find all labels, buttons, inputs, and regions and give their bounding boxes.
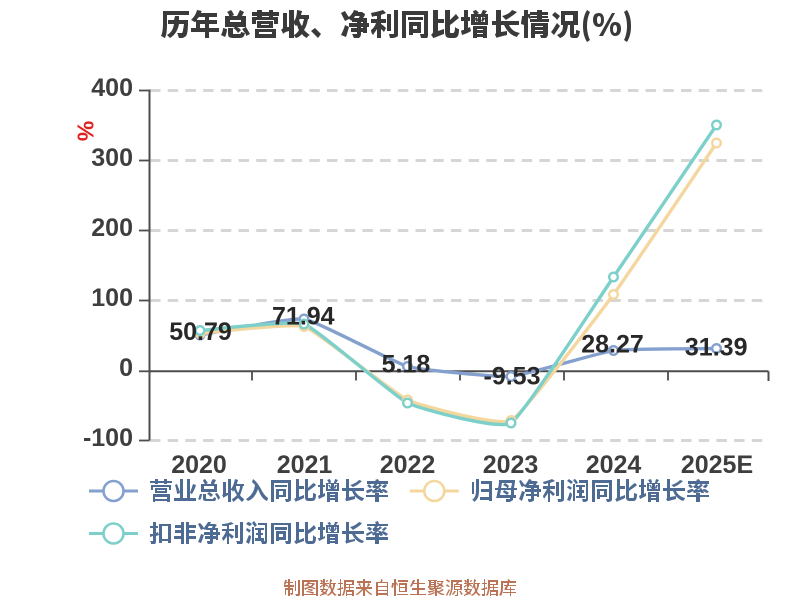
svg-text:2022: 2022 [380, 451, 436, 479]
svg-text:300: 300 [91, 144, 133, 172]
svg-text:28.27: 28.27 [581, 331, 644, 359]
svg-text:2025E: 2025E [681, 451, 753, 479]
svg-text:31.39: 31.39 [685, 334, 748, 362]
svg-text:2024: 2024 [586, 451, 642, 479]
svg-text:0: 0 [119, 354, 133, 382]
svg-text:-100: -100 [83, 424, 133, 452]
svg-text:50.79: 50.79 [169, 318, 232, 346]
svg-text:2023: 2023 [483, 451, 539, 479]
svg-text:2021: 2021 [277, 451, 333, 479]
svg-text:5.18: 5.18 [382, 351, 431, 379]
svg-text:71.94: 71.94 [272, 303, 335, 331]
svg-text:-9.53: -9.53 [484, 363, 541, 391]
svg-text:200: 200 [91, 214, 133, 242]
svg-text:2020: 2020 [171, 451, 227, 479]
svg-text:100: 100 [91, 284, 133, 312]
svg-text:%: % [73, 121, 99, 141]
svg-text:400: 400 [91, 74, 133, 102]
